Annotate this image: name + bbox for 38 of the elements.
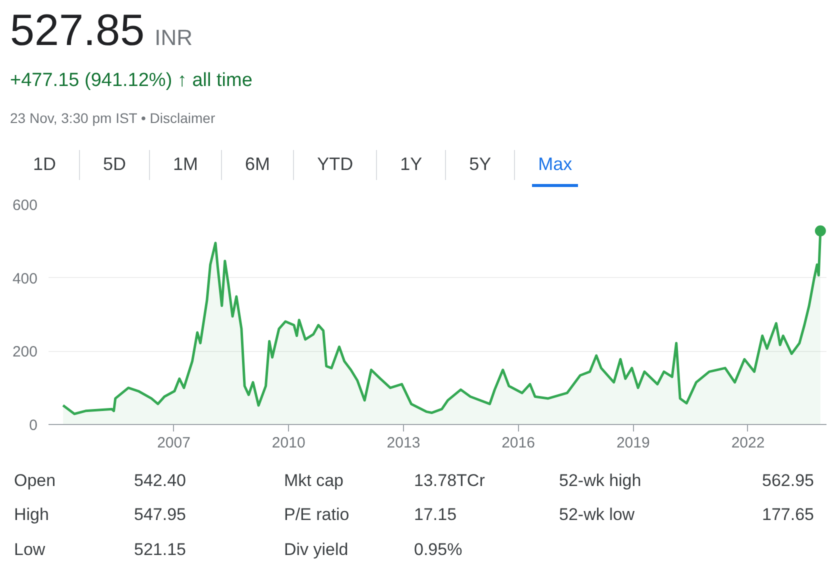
text: 521.15: [134, 538, 187, 561]
text: 52-wk high: [559, 470, 642, 492]
text: 1Y: [399, 152, 424, 176]
text: 5D: [102, 152, 128, 176]
text: 13.78TCr: [414, 470, 486, 492]
text: Low: [14, 538, 46, 561]
x-tick-label: 2016: [502, 434, 535, 452]
y-tick-label: 200: [12, 344, 38, 361]
text: Open: [14, 470, 57, 492]
text: 5Y: [468, 152, 492, 176]
x-tick-label: 2019: [616, 434, 650, 452]
text: YTD: [316, 152, 354, 176]
x-tick-label: 2007: [157, 434, 190, 452]
text: P/E ratio: [284, 504, 350, 526]
x-tick-label: 2022: [731, 434, 765, 452]
text: 6M: [244, 152, 272, 176]
text: 542.40: [134, 470, 187, 492]
text: 1D: [32, 152, 58, 176]
text: Div yield: [284, 538, 350, 561]
y-tick-label: 0: [29, 417, 38, 434]
text: Max: [532, 150, 578, 187]
text: 1M: [172, 152, 200, 176]
chart-title: 527.85: [10, 6, 145, 55]
text: 23 Nov, 3:30 pm IST • Disclaimer: [10, 108, 216, 128]
text: INR: [154, 25, 192, 50]
text: 547.95: [134, 504, 187, 526]
y-tick-label: 600: [12, 197, 38, 214]
x-tick-label: 2013: [386, 434, 420, 452]
x-tick-label: 2010: [272, 434, 306, 452]
text: High: [14, 504, 50, 526]
text: 177.65: [761, 504, 814, 526]
y-tick-label: 400: [12, 270, 38, 288]
text: Mkt cap: [284, 470, 345, 492]
text: 0.95%: [414, 538, 464, 561]
text: 17.15: [414, 504, 458, 526]
text: 52-wk low: [559, 504, 636, 526]
text: 562.95: [761, 470, 814, 492]
text: +477.15 (941.12%) ↑ all time: [10, 68, 254, 93]
